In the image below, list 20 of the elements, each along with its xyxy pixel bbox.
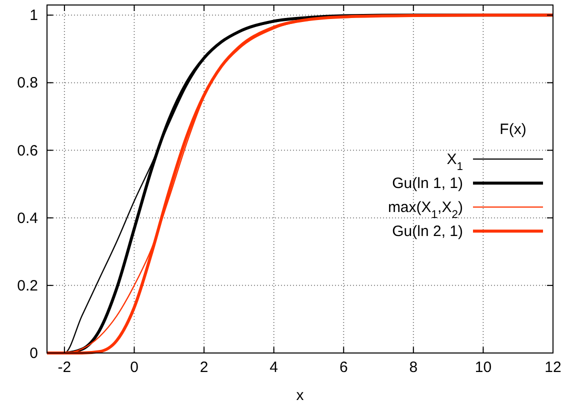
x-tick-label: 0 <box>130 359 138 376</box>
y-tick-label: 0 <box>30 345 38 362</box>
x-tick-label: 12 <box>544 359 562 376</box>
x-tick-label: 8 <box>409 359 418 376</box>
y-tick-label: 0.2 <box>17 277 38 294</box>
x-tick-label: 2 <box>200 359 208 376</box>
legend-title: F(x) <box>500 121 526 138</box>
x-axis-title: x <box>296 387 304 404</box>
x-tick-label: -2 <box>58 359 72 376</box>
legend-label: max(X$_{1}$,X$_{2}$) <box>388 199 463 222</box>
legend-label: Gu(ln 2, 1) <box>392 223 463 240</box>
x-tick-label: 4 <box>270 359 278 376</box>
y-tick-label: 1 <box>30 7 38 24</box>
x-tick-label: 6 <box>339 359 348 376</box>
x-tick-label: 10 <box>474 359 492 376</box>
y-tick-label: 0.6 <box>17 142 38 160</box>
y-tick-label: 0.4 <box>17 210 38 227</box>
legend-label: X$_{1}$ <box>446 151 463 174</box>
y-tick-label: 0.8 <box>17 74 38 92</box>
legend-label: Gu(ln 1, 1) <box>392 175 463 192</box>
